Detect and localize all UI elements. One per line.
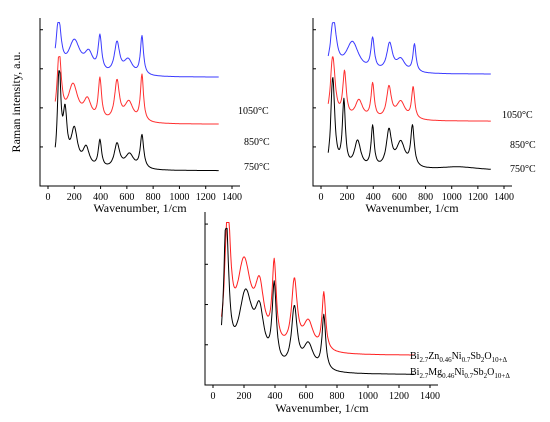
- p2-x-tick-label-1: 200: [237, 391, 252, 402]
- panel-b-label-850: 850°C: [510, 140, 536, 151]
- p2-x-tick-label-3: 600: [299, 391, 314, 402]
- p1-x-tick-label-3: 600: [392, 192, 407, 203]
- panel-b-x-ticks: 0 200 400 600 800 1000 1200 1400: [313, 29, 514, 203]
- p2-x-tick-label-2: 400: [268, 391, 283, 402]
- panel-a-x-axis-title: Wavenumber, 1/cm: [93, 201, 187, 215]
- panel-c-x-axis-title: Wavenumber, 1/cm: [275, 401, 369, 415]
- panel-a-label-1050: 1050°C: [238, 106, 269, 117]
- p0-series-0: [54, 22, 219, 78]
- p1-x-tick-label-0: 0: [319, 192, 324, 203]
- p1-series-2: [327, 77, 491, 170]
- panel-c-series: [221, 222, 415, 375]
- panel-c-axes: [204, 212, 438, 386]
- panel-b-series: [327, 22, 491, 170]
- panel-a-series: [54, 22, 219, 172]
- panel-a-y-axis-title: Raman intensity, a.u.: [9, 52, 23, 153]
- p2-x-tick-label-7: 1400: [420, 391, 440, 402]
- panel-c-legend-zn: Bi2.7Zn0.46Ni0.7Sb2O10+Δ: [410, 351, 508, 364]
- p0-x-tick-label-7: 1400: [222, 192, 242, 203]
- panel-b: 0 200 400 600 800 1000 1200 1400 Wavenumber, 1/…: [312, 18, 536, 215]
- p1-x-tick-label-7: 1400: [494, 192, 514, 203]
- p1-x-tick-label-6: 1200: [468, 192, 488, 203]
- panel-c: 0 200 400 600 800 1000 1200 1400 Wavenumber, 1/…: [204, 212, 510, 415]
- panel-b-label-1050: 1050°C: [502, 110, 533, 121]
- p2-x-tick-label-4: 800: [330, 391, 345, 402]
- panel-a-axes: [39, 18, 240, 187]
- p0-x-tick-label-2: 400: [93, 192, 108, 203]
- p2-x-tick-label-5: 1000: [358, 391, 378, 402]
- p1-series-1: [327, 56, 491, 122]
- p1-x-tick-label-2: 400: [366, 192, 381, 203]
- panel-b-axes: [312, 18, 512, 187]
- p2-series-0: [221, 222, 415, 356]
- p0-series-1: [54, 56, 219, 125]
- panel-c-legend-mg: Bi2.7Mg0.46Ni0.7Sb2O10+Δ: [410, 367, 510, 380]
- p1-series-0: [327, 22, 491, 75]
- p1-x-tick-label-5: 1000: [442, 192, 462, 203]
- p0-x-tick-label-4: 800: [146, 192, 161, 203]
- panel-b-x-axis-title: Wavenumber, 1/cm: [365, 201, 459, 215]
- p2-x-tick-label-6: 1200: [389, 391, 409, 402]
- panel-a-label-850: 850°C: [244, 137, 270, 148]
- p0-x-tick-label-3: 600: [119, 192, 134, 203]
- p0-x-tick-label-5: 1000: [169, 192, 189, 203]
- p1-x-tick-label-1: 200: [340, 192, 355, 203]
- panel-b-label-750: 750°C: [510, 164, 536, 175]
- p2-x-tick-label-0: 0: [211, 391, 216, 402]
- panel-a: 0 200 400 600 800 1000 1200 1400 Wavenumber, 1/…: [9, 18, 270, 215]
- panel-a-label-750: 750°C: [244, 162, 270, 173]
- p2-series-1: [221, 227, 415, 375]
- panel-a-x-ticks: 0 200 400 600 800 1000 1200 1400: [40, 29, 242, 203]
- p1-x-tick-label-4: 800: [418, 192, 433, 203]
- p0-x-tick-label-1: 200: [67, 192, 82, 203]
- p0-series-2: [54, 70, 219, 172]
- p0-x-tick-label-6: 1200: [196, 192, 216, 203]
- p0-x-tick-label-0: 0: [46, 192, 51, 203]
- panel-c-x-ticks: 0 200 400 600 800 1000 1200 1400: [205, 223, 440, 402]
